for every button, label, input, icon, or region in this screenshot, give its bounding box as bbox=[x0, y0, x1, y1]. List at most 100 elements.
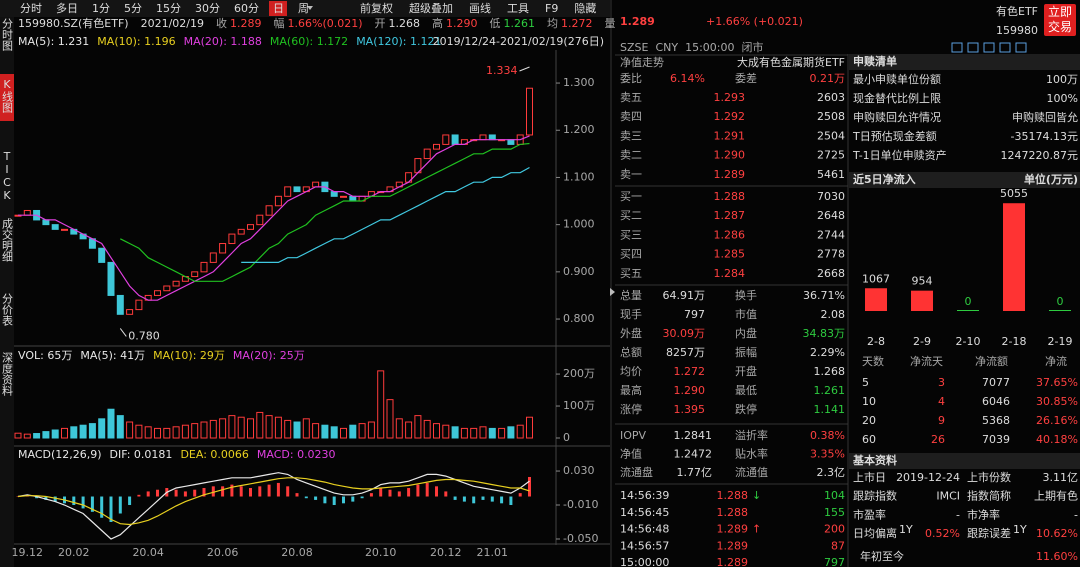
dropdown-icon[interactable] bbox=[307, 6, 313, 10]
macd-bar bbox=[109, 496, 113, 522]
tool-icon[interactable] bbox=[967, 42, 979, 53]
x-tick-label: 20.12 bbox=[430, 546, 462, 559]
category-label: 2-19 bbox=[1048, 335, 1073, 348]
creation-value: 1247220.87元 bbox=[1001, 149, 1078, 162]
tool-icon[interactable] bbox=[983, 42, 995, 53]
candle bbox=[274, 195, 282, 207]
creation-label: 申购赎回允许情况 bbox=[853, 110, 941, 124]
tool-button[interactable]: 超级叠加 bbox=[409, 1, 453, 15]
sidebar-bg bbox=[0, 17, 14, 567]
candle bbox=[154, 290, 161, 296]
macd-bar bbox=[286, 486, 290, 497]
period-tab[interactable]: 多日 bbox=[56, 1, 78, 15]
value-label: 954 bbox=[912, 275, 933, 288]
volume-bar bbox=[200, 421, 208, 439]
legend-entry: MA(20): 1.188 bbox=[184, 35, 262, 48]
creation-value: 100万 bbox=[1046, 73, 1078, 86]
tool-button[interactable]: 隐藏 bbox=[574, 2, 596, 15]
period-tab[interactable]: 1分 bbox=[92, 2, 110, 15]
trade-button[interactable]: 立即交易 bbox=[1044, 4, 1076, 36]
macd-bar bbox=[481, 496, 485, 500]
tool-icon[interactable] bbox=[951, 42, 963, 53]
volume-bar bbox=[349, 424, 357, 439]
macd-bar bbox=[425, 482, 429, 497]
quote-label: 收 bbox=[216, 16, 227, 30]
candle bbox=[330, 191, 338, 197]
volume-bar bbox=[154, 427, 161, 439]
y-tick-label: 1.200 bbox=[563, 123, 595, 136]
trade-time: 15:00:00 bbox=[620, 556, 669, 567]
quote-value: 1.272 bbox=[561, 17, 593, 30]
book-volume: 2603 bbox=[817, 91, 845, 104]
status-item: CNY bbox=[655, 41, 678, 54]
book-volume: 2778 bbox=[817, 248, 845, 261]
toolbar-bg bbox=[0, 0, 610, 17]
table-cell: 6046 bbox=[982, 395, 1010, 408]
volume-bar bbox=[460, 427, 468, 439]
candle bbox=[451, 134, 459, 145]
macd-bar bbox=[295, 493, 299, 497]
book-volume: 2648 bbox=[817, 209, 845, 222]
side-tab[interactable]: 深度资料 bbox=[1, 352, 14, 397]
side-tab[interactable]: 分时图 bbox=[1, 18, 14, 52]
tool-button[interactable]: 画线 bbox=[469, 1, 491, 15]
fund-name: 大成有色金属期货ETF bbox=[737, 55, 845, 69]
y-tick-label: 1.100 bbox=[563, 170, 595, 183]
collapse-arrow[interactable] bbox=[610, 288, 615, 296]
last-price: 1.289 bbox=[620, 15, 655, 28]
info-label: 上市份数 bbox=[967, 470, 1011, 484]
candle bbox=[61, 228, 68, 231]
tool-icon[interactable] bbox=[1015, 42, 1027, 53]
trade-volume: 155 bbox=[824, 506, 845, 519]
side-tab[interactable]: K线图 bbox=[1, 78, 14, 114]
candle bbox=[488, 134, 496, 141]
candle bbox=[284, 186, 292, 197]
macd-bar bbox=[258, 486, 262, 497]
fund-label: 净值走势 bbox=[620, 55, 664, 69]
volume-bar bbox=[14, 432, 22, 439]
macd-bar bbox=[35, 496, 39, 499]
book-label: 买三 bbox=[620, 228, 642, 241]
volume-bar bbox=[377, 370, 385, 439]
book-volume: 2508 bbox=[817, 110, 845, 123]
info-value: 上期有色 bbox=[1034, 489, 1078, 503]
tool-icon[interactable] bbox=[999, 42, 1011, 53]
macd-bar bbox=[128, 496, 132, 506]
flow-bar bbox=[865, 288, 887, 311]
quote-label: 开 bbox=[375, 17, 386, 30]
volume-bar bbox=[144, 426, 152, 439]
stat-value: 0.38% bbox=[810, 429, 845, 442]
macd-bar bbox=[444, 491, 448, 497]
stat-label: 跌停 bbox=[735, 402, 757, 416]
volume-bar bbox=[191, 423, 199, 439]
trade-time: 14:56:45 bbox=[620, 506, 669, 519]
period-tab[interactable]: 5分 bbox=[124, 2, 142, 15]
period-tab[interactable]: 分时 bbox=[20, 2, 42, 15]
macd-bar bbox=[323, 496, 327, 504]
period-tab[interactable]: 60分 bbox=[234, 2, 259, 15]
period-tab[interactable]: 30分 bbox=[195, 2, 220, 15]
y-tick-label: 0 bbox=[563, 431, 570, 444]
volume-bar bbox=[61, 427, 68, 439]
tool-button[interactable]: 前复权 bbox=[360, 1, 393, 15]
period-tab[interactable]: 周 bbox=[298, 2, 309, 15]
flow-bar bbox=[1003, 203, 1025, 311]
period-tab[interactable]: 15分 bbox=[156, 2, 181, 15]
tool-button[interactable]: 工具 bbox=[507, 2, 529, 15]
table-cell: 60 bbox=[862, 433, 876, 446]
book-label: 买四 bbox=[620, 248, 642, 261]
stat-value: 1.261 bbox=[814, 384, 846, 397]
side-tab[interactable]: TICK bbox=[1, 150, 14, 202]
volume-bar bbox=[526, 416, 533, 439]
category-label: 2-9 bbox=[913, 335, 931, 348]
macd-bar bbox=[388, 489, 392, 497]
legend-entry: MA(60): 1.172 bbox=[270, 35, 348, 48]
side-tab[interactable]: 分价表 bbox=[1, 293, 14, 327]
macd-bar bbox=[118, 496, 122, 514]
side-tab[interactable]: 成交明细 bbox=[1, 218, 14, 262]
macd-bar bbox=[156, 489, 159, 497]
tool-button[interactable]: F9 bbox=[545, 2, 558, 15]
category-label: 2-8 bbox=[867, 335, 885, 348]
macd-bar bbox=[369, 493, 373, 497]
period-tab[interactable]: 日 bbox=[273, 2, 284, 15]
